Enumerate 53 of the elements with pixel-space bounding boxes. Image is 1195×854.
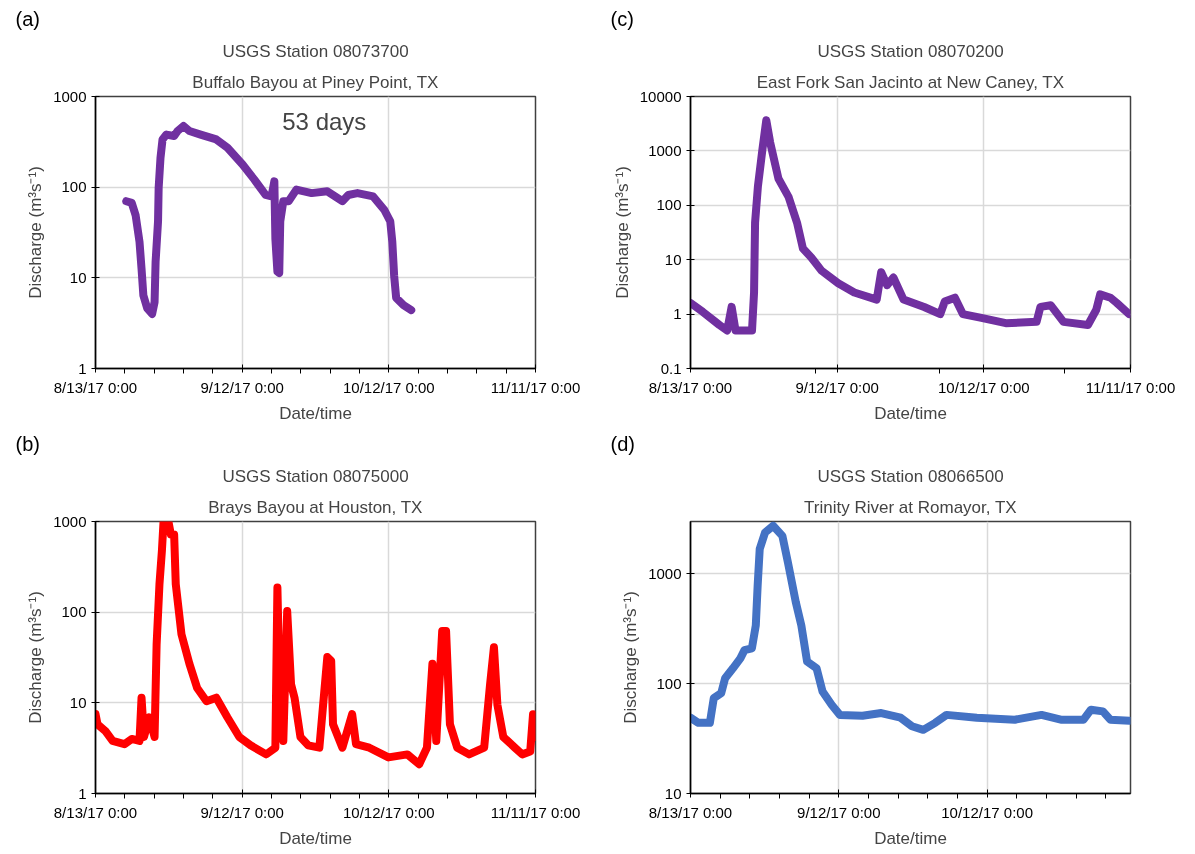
x-tick-label: 8/13/17 0:00 — [648, 378, 733, 396]
x-tick-label: 10/12/17 0:00 — [342, 378, 435, 396]
y-tick-label: 1000 — [53, 512, 87, 530]
y-tick-label: 0.1 — [660, 359, 682, 377]
x-tick-label: 8/13/17 0:00 — [53, 803, 138, 821]
x-tick-label: 11/11/17 0:00 — [490, 378, 581, 396]
y-tick-label: 10 — [69, 268, 87, 286]
text: (d) — [610, 432, 635, 455]
y-tick-label: 1000 — [648, 564, 682, 582]
y-tick-label: 1000 — [648, 141, 682, 159]
y-tick-label: 10 — [69, 693, 87, 711]
x-tick-label: 11/11/17 0:00 — [1085, 378, 1176, 396]
x-tick-label: 8/13/17 0:00 — [53, 378, 138, 396]
chart-subtitle: Brays Bayou at Houston, TX — [208, 497, 423, 517]
x-tick-label: 9/12/17 0:00 — [200, 378, 284, 396]
chart-subtitle: Buffalo Bayou at Piney Point, TX — [192, 72, 439, 92]
chart-title: USGS Station 08075000 — [222, 466, 409, 486]
text: (b) — [15, 432, 40, 455]
y-tick-label: 1 — [78, 359, 87, 377]
text: (a) — [15, 7, 40, 30]
chart-subtitle: Trinity River at Romayor, TX — [804, 497, 1017, 517]
x-tick-label: 11/11/17 0:00 — [490, 803, 581, 821]
x-tick-label: 9/12/17 0:00 — [795, 378, 879, 396]
x-tick-label: 8/13/17 0:00 — [648, 803, 733, 821]
y-axis-title: Discharge (m³s⁻¹) — [621, 591, 641, 724]
chart-subtitle: East Fork San Jacinto at New Caney, TX — [756, 72, 1065, 92]
annotation: 53 days — [282, 107, 367, 135]
y-tick-label: 100 — [61, 178, 87, 196]
x-axis-title: Date/time — [279, 403, 352, 423]
y-tick-label: 1 — [673, 305, 682, 323]
chart-title: USGS Station 08066500 — [817, 466, 1004, 486]
y-axis-title: Discharge (m³s⁻¹) — [26, 166, 46, 299]
y-tick-label: 10000 — [639, 87, 682, 105]
y-axis-title: Discharge (m³s⁻¹) — [26, 591, 46, 724]
y-tick-label: 100 — [656, 196, 682, 214]
x-tick-label: 10/12/17 0:00 — [941, 803, 1034, 821]
x-tick-label: 9/12/17 0:00 — [200, 803, 284, 821]
y-tick-label: 1000 — [53, 87, 87, 105]
y-tick-label: 1 — [78, 784, 87, 802]
x-axis-title: Date/time — [874, 403, 947, 423]
y-tick-label: 10 — [664, 784, 682, 802]
x-tick-label: 9/12/17 0:00 — [797, 803, 881, 821]
chart-title: USGS Station 08070200 — [817, 41, 1004, 61]
x-tick-label: 10/12/17 0:00 — [342, 803, 435, 821]
y-axis-title: Discharge (m³s⁻¹) — [612, 166, 632, 299]
chart-title: USGS Station 08073700 — [222, 41, 409, 61]
x-axis-title: Date/time — [874, 828, 947, 848]
y-tick-label: 10 — [664, 250, 682, 268]
x-axis-title: Date/time — [279, 828, 352, 848]
text: (c) — [610, 7, 634, 30]
y-tick-label: 100 — [656, 674, 682, 692]
y-tick-label: 100 — [61, 603, 87, 621]
x-tick-label: 10/12/17 0:00 — [937, 378, 1030, 396]
